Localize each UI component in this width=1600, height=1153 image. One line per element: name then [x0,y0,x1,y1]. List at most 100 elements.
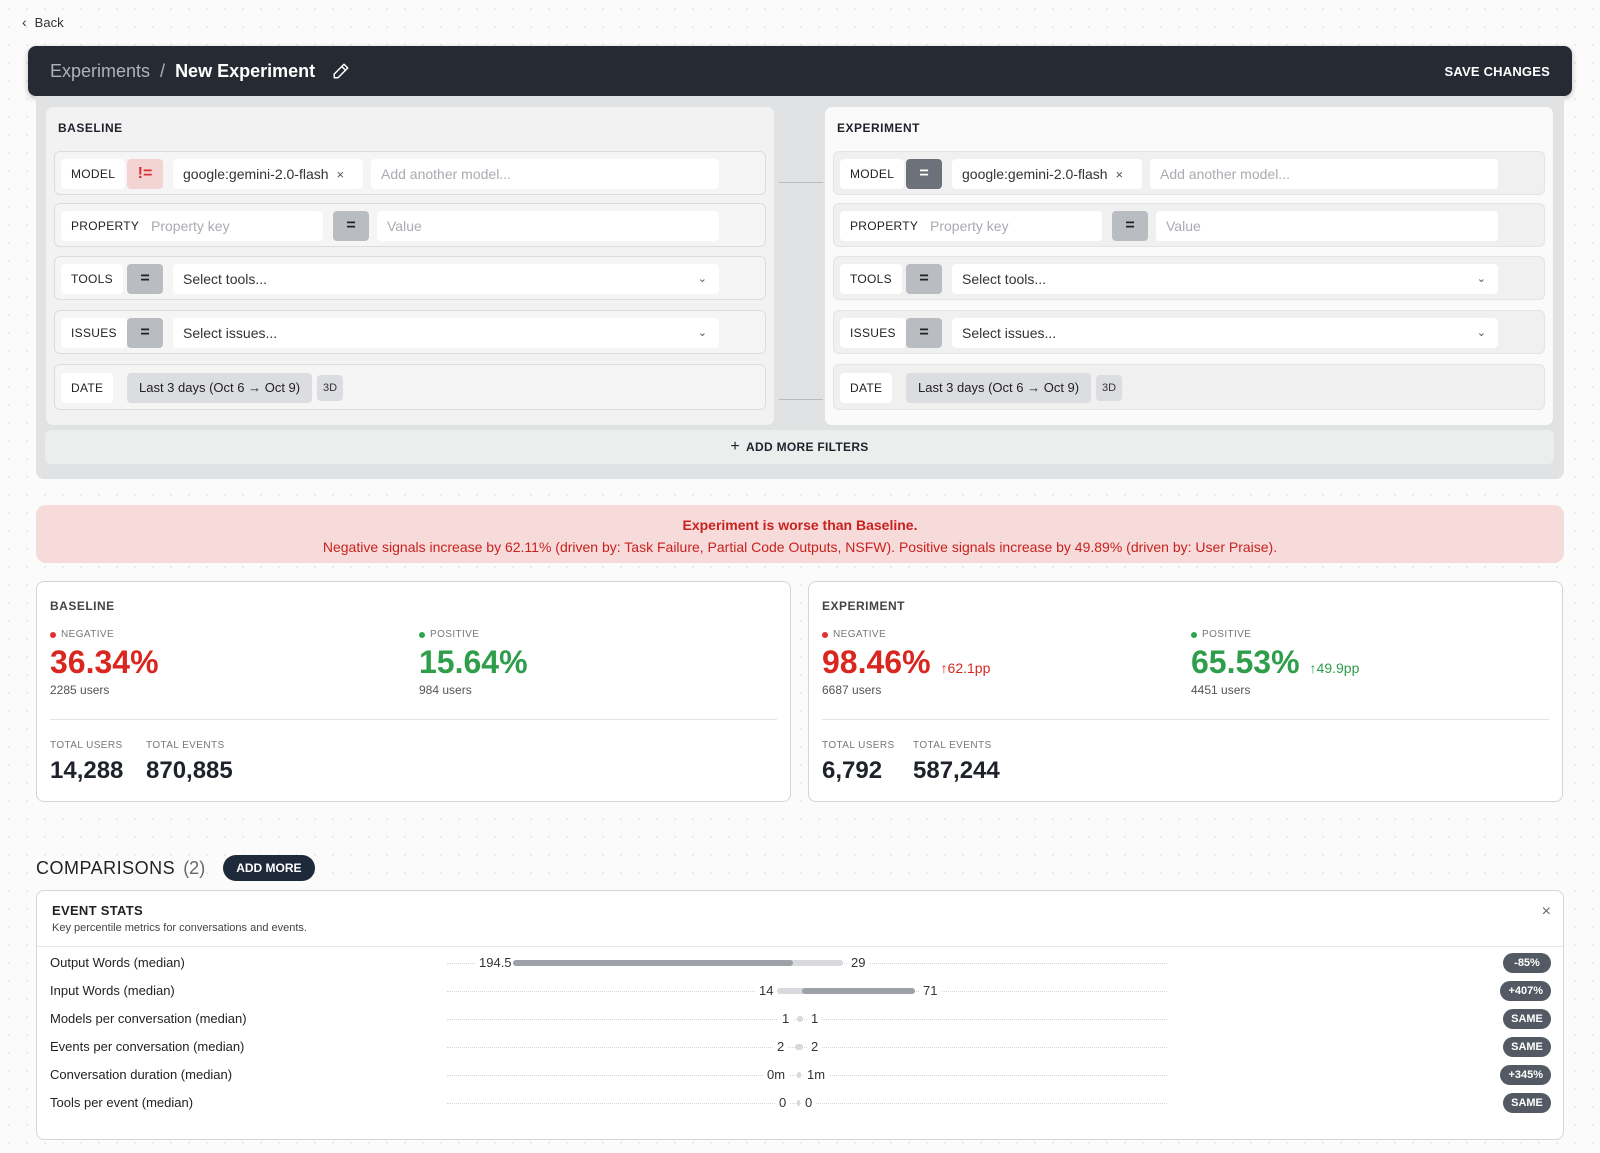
chevron-left-icon: ‹ [22,14,27,30]
comparisons-title: COMPARISONS [36,857,176,878]
experiment-property-row: PROPERTY Property key = Value [833,203,1545,247]
remove-chip-icon[interactable]: × [336,167,345,182]
comparison-alert: Experiment is worse than Baseline. Negat… [36,505,1564,563]
total-events-label: TOTAL EVENTS [913,740,992,751]
property-key-input[interactable]: Property key [920,211,1102,241]
equal-operator[interactable]: = [333,211,369,241]
positive-label: POSITIVE [430,629,480,640]
save-changes-button[interactable]: SAVE CHANGES [1444,63,1550,79]
experiment-value: 0 [801,1095,817,1110]
equal-operator[interactable]: = [127,318,163,348]
negative-value: 98.46% [822,644,931,680]
date-tag: DATE [61,373,114,403]
positive-users: 984 users [419,683,472,697]
issues-select-label: Select issues... [183,325,278,341]
comparison-bar [795,1044,803,1050]
add-model-input[interactable]: Add another model... [1150,159,1498,189]
equal-operator[interactable]: = [906,264,942,294]
experiment-filter-panel: EXPERIMENT MODEL = google:gemini-2.0-fla… [824,106,1554,426]
equal-operator[interactable]: = [906,318,942,348]
header-bar: Experiments / New Experiment SAVE CHANGE… [28,46,1572,96]
pencil-icon[interactable] [331,61,351,81]
total-users-value: 14,288 [50,757,124,784]
comparisons-header: COMPARISONS (2) ADD MORE [36,855,315,881]
issues-select[interactable]: Select issues... ⌄ [173,318,719,348]
date-tag: DATE [840,373,893,403]
positive-dot-icon [1191,631,1197,638]
stat-name: Events per conversation (median) [50,1039,245,1054]
date-preset-chip[interactable]: 3D [317,375,343,401]
experiment-total-events: TOTAL EVENTS 587,244 [913,740,1000,785]
negative-value: 36.34% [50,644,159,680]
event-stats-subtitle: Key percentile metrics for conversations… [52,922,307,934]
baseline-value: 14 [755,983,778,998]
experiment-value: 1 [807,1011,823,1026]
stat-name: Tools per event (median) [50,1095,194,1110]
add-model-input[interactable]: Add another model... [371,159,719,189]
experiment-value: 2 [807,1039,823,1054]
close-icon[interactable]: × [1541,903,1551,920]
property-key-input[interactable]: Property key [141,211,323,241]
date-preset-chip[interactable]: 3D [1096,375,1122,401]
change-badge: -85% [1503,953,1551,973]
baseline-property-row: PROPERTY Property key = Value [54,203,766,247]
comparison-bar [797,1072,801,1078]
issues-select[interactable]: Select issues... ⌄ [952,318,1498,348]
tools-select-label: Select tools... [962,271,1047,287]
chevron-down-icon: ⌄ [1476,273,1486,285]
change-badge: SAME [1503,1009,1551,1029]
baseline-value: 2 [773,1039,789,1054]
equal-operator[interactable]: = [906,159,942,189]
change-badge: +345% [1500,1065,1551,1085]
date-range-chip[interactable]: Last 3 days (Oct 6 → Oct 9) [127,373,313,403]
tools-select-label: Select tools... [183,271,268,287]
equal-operator[interactable]: = [127,264,163,294]
not-equal-operator[interactable]: != [127,159,163,189]
negative-users: 6687 users [822,683,882,697]
property-value-input[interactable]: Value [1156,211,1498,241]
tools-select[interactable]: Select tools... ⌄ [173,264,719,294]
negative-dot-icon [50,631,56,638]
alert-detail: Negative signals increase by 62.11% (dri… [322,539,1278,555]
chevron-down-icon: ⌄ [1476,327,1486,339]
experiment-positive-metric: POSITIVE 65.53% ↑49.9pp 4451 users [1191,629,1359,697]
remove-chip-icon[interactable]: × [1115,167,1124,182]
stat-row-conversation-duration: Conversation duration (median) 0m 1m +34… [37,1061,1563,1089]
tools-select[interactable]: Select tools... ⌄ [952,264,1498,294]
property-value-input[interactable]: Value [377,211,719,241]
issues-tag: ISSUES [840,318,906,348]
positive-value: 65.53% [1191,644,1300,680]
change-badge: SAME [1503,1093,1551,1113]
baseline-total-events: TOTAL EVENTS 870,885 [146,740,233,785]
back-label: Back [34,14,64,30]
baseline-value: 1 [778,1011,794,1026]
baseline-tools-row: TOOLS = Select tools... ⌄ [54,256,766,300]
negative-dot-icon [822,631,828,638]
breadcrumb-experiments[interactable]: Experiments [50,60,151,81]
stat-row-tools-per-event: Tools per event (median) 0 0 SAME [37,1089,1563,1117]
property-tag: PROPERTY [840,211,929,241]
model-chip: google:gemini-2.0-flash × [173,159,363,189]
event-stats-card: EVENT STATS Key percentile metrics for c… [36,890,1564,1140]
back-link[interactable]: ‹ Back [22,14,64,30]
baseline-issues-row: ISSUES = Select issues... ⌄ [54,310,766,354]
model-chip-label: google:gemini-2.0-flash [962,166,1108,182]
baseline-value: 0m [763,1067,790,1082]
plus-icon: + [730,438,741,455]
stat-row-output-words: Output Words (median) 194.5 29 -85% [37,949,1563,977]
date-connector-line [779,399,823,400]
add-more-filters-label: ADD MORE FILTERS [746,440,869,454]
baseline-value: 0 [775,1095,791,1110]
experiment-model-row: MODEL = google:gemini-2.0-flash × Add ano… [833,151,1545,195]
experiment-stats-title: EXPERIMENT [822,599,906,613]
comparison-bar [513,960,843,966]
baseline-panel-title: BASELINE [58,121,123,135]
add-more-comparisons-button[interactable]: ADD MORE [223,855,315,881]
equal-operator[interactable]: = [1112,211,1148,241]
add-more-filters-button[interactable]: + ADD MORE FILTERS [45,430,1554,464]
breadcrumb-separator: / [160,60,166,81]
issues-select-label: Select issues... [962,325,1057,341]
experiment-stats-card: EXPERIMENT NEGATIVE 98.46% ↑62.1pp 6687 u… [808,581,1563,802]
negative-delta: ↑62.1pp [940,660,991,676]
date-range-chip[interactable]: Last 3 days (Oct 6 → Oct 9) [906,373,1092,403]
